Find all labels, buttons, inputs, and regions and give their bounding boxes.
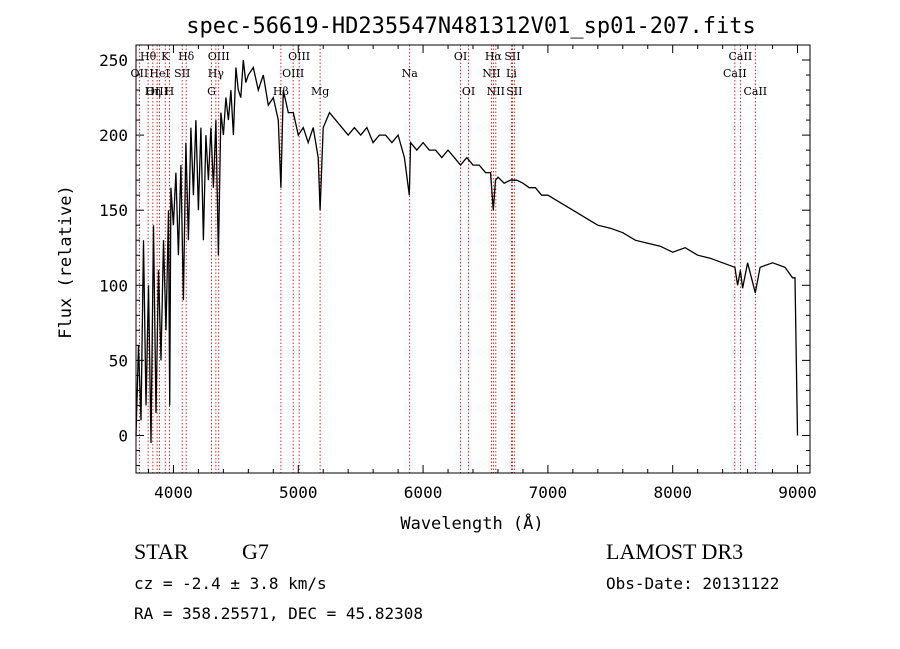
line-label: SII (174, 67, 190, 80)
x-axis: 4000 5000 6000 7000 8000 9000 (147, 45, 817, 502)
line-label: Hδ (178, 50, 195, 63)
line-label: Hη (145, 85, 161, 98)
line-label: Mg (311, 85, 329, 98)
line-label: OIII (282, 67, 304, 80)
line-label: Na (402, 67, 419, 80)
spectral-line-markers (138, 45, 756, 473)
x-tick-label: 8000 (653, 483, 692, 502)
survey-name: LAMOST DR3 (606, 539, 744, 564)
line-label: CaII (729, 50, 753, 63)
line-label: SII (506, 85, 522, 98)
line-label: OIII (288, 50, 310, 63)
line-label: NII (487, 85, 505, 98)
spectrum-line (135, 59, 799, 444)
y-tick-label: 150 (99, 201, 128, 220)
y-axis-label: Flux (relative) (56, 185, 76, 339)
y-axis: 0 50 100 150 200 250 (99, 44, 810, 466)
object-class: STAR (134, 539, 189, 564)
line-label: OII (131, 67, 149, 80)
plot-frame (135, 44, 811, 474)
line-label: K (161, 50, 170, 63)
line-label: Hγ (208, 67, 225, 80)
x-tick-label: 9000 (778, 483, 817, 502)
redshift-text: cz = -2.4 ± 3.8 km/s (134, 574, 327, 593)
line-label: Hα (485, 50, 503, 63)
line-label: SII (504, 50, 520, 63)
spectral-subclass: G7 (242, 539, 269, 564)
coordinates: RA = 358.25571, DEC = 45.82308 (134, 604, 423, 623)
line-label: G (207, 85, 216, 98)
x-tick-label: 6000 (404, 483, 443, 502)
line-label: OI (462, 85, 475, 98)
line-label: Hβ (273, 85, 289, 98)
line-label: HeI (149, 67, 169, 80)
line-label: Hθ (140, 50, 157, 63)
line-label: CaII (743, 85, 767, 98)
line-label: OIII (146, 85, 168, 98)
y-tick-label: 50 (109, 351, 128, 370)
line-label: OIII (208, 50, 230, 63)
x-axis-label: Wavelength (Å) (400, 512, 543, 534)
line-label: NII (482, 67, 500, 80)
line-label: H (165, 85, 175, 98)
line-label: Li (506, 67, 517, 80)
y-tick-label: 200 (99, 126, 128, 145)
line-label: OI (454, 50, 467, 63)
y-tick-label: 100 (99, 276, 128, 295)
x-tick-label: 4000 (154, 483, 193, 502)
x-tick-label: 5000 (279, 483, 318, 502)
x-tick-label: 7000 (529, 483, 568, 502)
y-tick-label: 0 (118, 426, 128, 445)
obs-date: Obs-Date: 20131122 (606, 574, 780, 593)
line-label: CaII (723, 67, 747, 80)
y-tick-label: 250 (99, 51, 128, 70)
chart-title: spec-56619-HD235547N481312V01_sp01-207.f… (186, 14, 756, 39)
